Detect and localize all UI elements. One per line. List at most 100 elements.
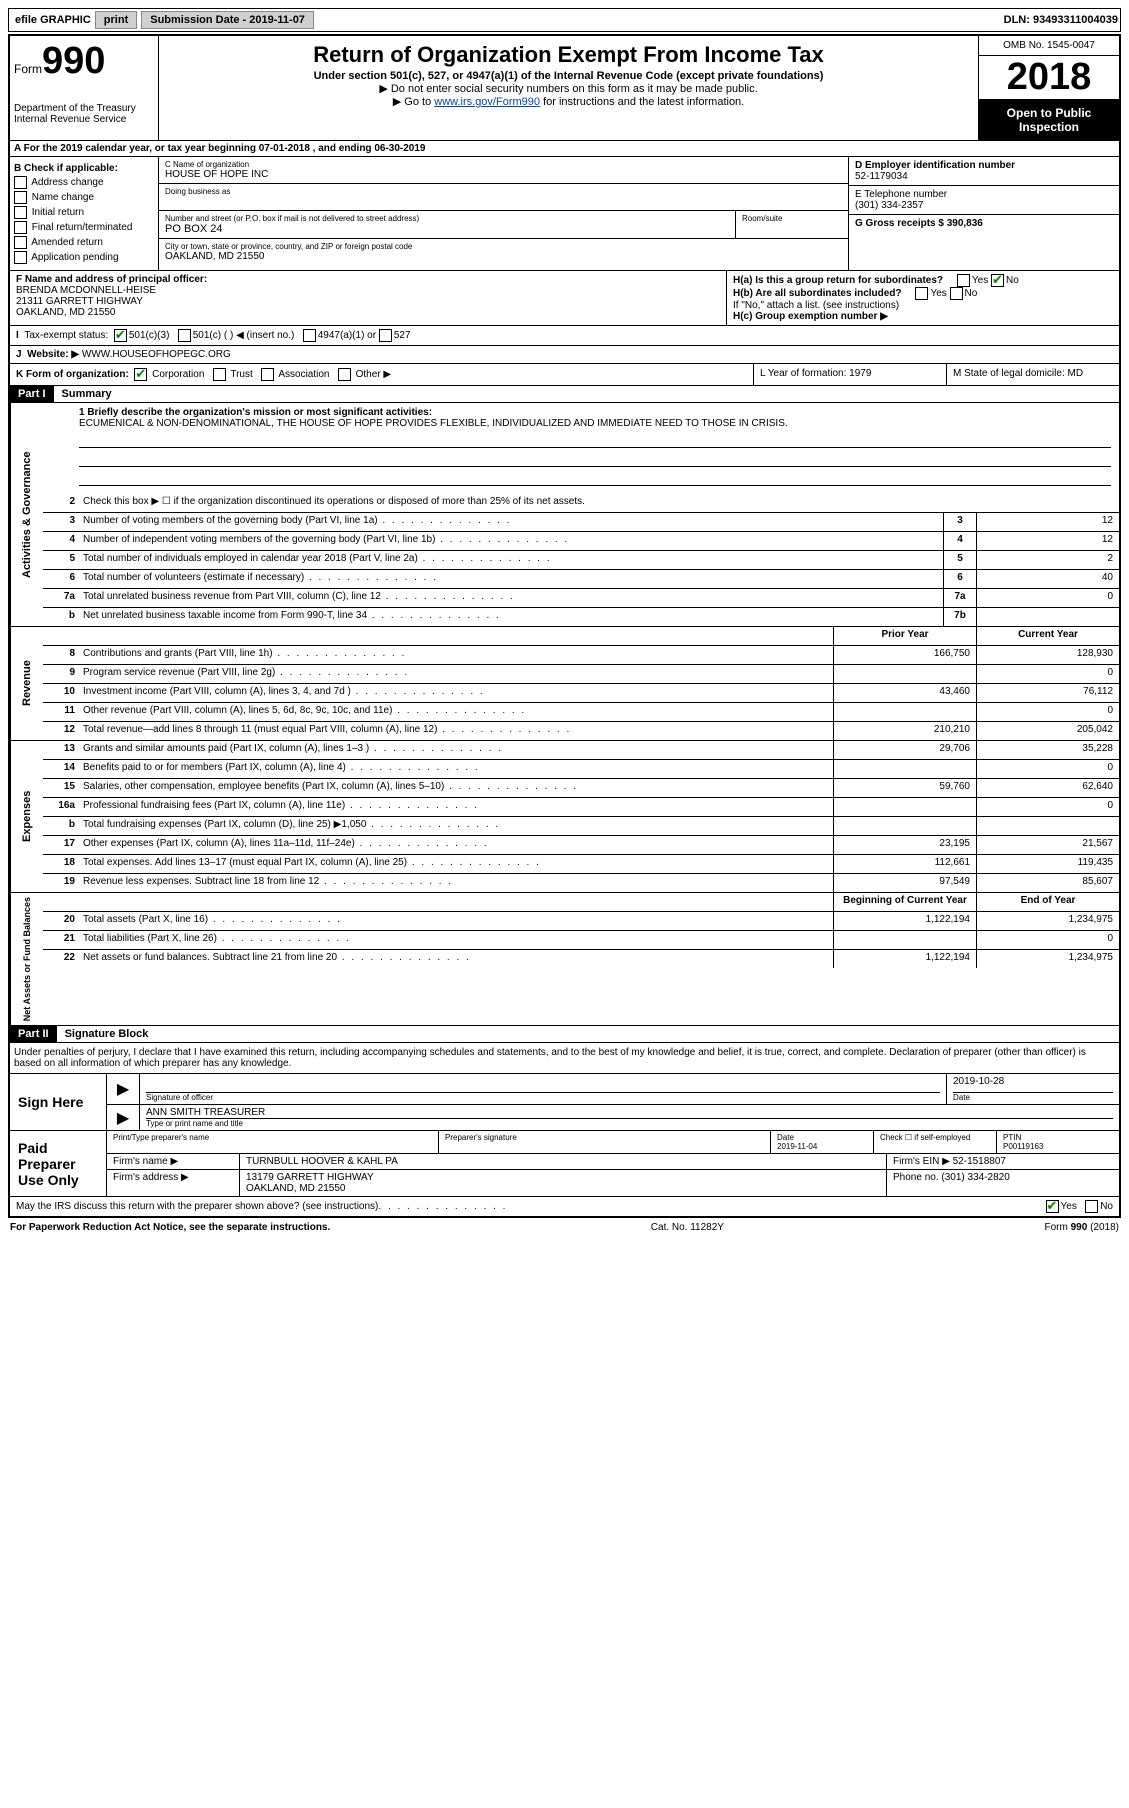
paid-preparer-label: Paid Preparer Use Only	[10, 1131, 107, 1196]
checkbox-hb-yes[interactable]	[915, 287, 928, 300]
checkbox-4947[interactable]	[303, 329, 316, 342]
part1-title: Summary	[54, 386, 120, 402]
discuss-row: May the IRS discuss this return with the…	[10, 1197, 1119, 1216]
checkbox-app-pending[interactable]	[14, 251, 27, 264]
checkbox-ha-yes[interactable]	[957, 274, 970, 287]
irs-link[interactable]: www.irs.gov/Form990	[434, 96, 540, 108]
tax-year: 2018	[979, 56, 1119, 100]
ptin-value: P00119163	[1003, 1142, 1043, 1151]
header-left: Form990 Department of the Treasury Inter…	[10, 36, 159, 140]
org-name: HOUSE OF HOPE INC	[165, 169, 842, 180]
firm-name: TURNBULL HOOVER & KAHL PA	[240, 1154, 887, 1169]
part2-header-row: Part II Signature Block	[10, 1026, 1119, 1043]
col-b-checkboxes: B Check if applicable: Address change Na…	[10, 157, 159, 270]
row-i-tax-status: I Tax-exempt status: 501(c)(3) 501(c) ( …	[10, 326, 1119, 346]
checkbox-discuss-yes[interactable]	[1046, 1200, 1059, 1213]
line-12: 12Total revenue—add lines 8 through 11 (…	[43, 722, 1119, 740]
mission-text: ECUMENICAL & NON-DENOMINATIONAL, THE HOU…	[79, 418, 788, 429]
page-footer: For Paperwork Reduction Act Notice, see …	[8, 1218, 1121, 1237]
group-return: H(a) Is this a group return for subordin…	[727, 271, 1119, 325]
officer-name: ANN SMITH TREASURER	[146, 1107, 1113, 1119]
checkbox-final-return[interactable]	[14, 221, 27, 234]
row-k: K Form of organization: Corporation Trus…	[10, 364, 754, 385]
prep-date: Date 2019-11-04	[771, 1131, 874, 1153]
header-right: OMB No. 1545-0047 2018 Open to Public In…	[978, 36, 1119, 140]
line-14: 14Benefits paid to or for members (Part …	[43, 760, 1119, 779]
row-fh: F Name and address of principal officer:…	[10, 271, 1119, 326]
line-20: 20Total assets (Part X, line 16)1,122,19…	[43, 912, 1119, 931]
side-label-net: Net Assets or Fund Balances	[10, 893, 43, 1025]
cat-no: Cat. No. 11282Y	[651, 1222, 724, 1233]
line-6: 6Total number of volunteers (estimate if…	[43, 570, 1119, 589]
line-15: 15Salaries, other compensation, employee…	[43, 779, 1119, 798]
arrow-icon: ▶	[107, 1105, 140, 1130]
submission-date-label: Submission Date - 2019-11-07	[141, 11, 314, 29]
revenue-header: Prior Year Current Year	[43, 627, 1119, 646]
form-ref: Form 990 (2018)	[1045, 1222, 1119, 1233]
line-5: 5Total number of individuals employed in…	[43, 551, 1119, 570]
checkbox-501c[interactable]	[178, 329, 191, 342]
paid-preparer-row: Paid Preparer Use Only Print/Type prepar…	[10, 1131, 1119, 1197]
gross-receipts: G Gross receipts $ 390,836	[855, 218, 983, 229]
form-990: Form990 Department of the Treasury Inter…	[8, 34, 1121, 1218]
checkbox-initial-return[interactable]	[14, 206, 27, 219]
org-city: OAKLAND, MD 21550	[165, 251, 842, 262]
website-value: WWW.HOUSEOFHOPEGC.ORG	[82, 349, 231, 360]
print-button[interactable]: print	[95, 11, 137, 29]
line-21: 21Total liabilities (Part X, line 26)0	[43, 931, 1119, 950]
form-title: Return of Organization Exempt From Incom…	[163, 42, 974, 68]
line-7a: 7aTotal unrelated business revenue from …	[43, 589, 1119, 608]
prep-sig-label: Preparer's signature	[439, 1131, 771, 1153]
checkbox-corp[interactable]	[134, 368, 147, 381]
addr-label: Number and street (or P.O. box if mail i…	[165, 214, 729, 223]
org-name-label: C Name of organization	[165, 160, 842, 169]
line-18: 18Total expenses. Add lines 13–17 (must …	[43, 855, 1119, 874]
checkbox-trust[interactable]	[213, 368, 226, 381]
room-label: Room/suite	[742, 214, 842, 223]
row-m: M State of legal domicile: MD	[947, 364, 1119, 385]
side-label-revenue: Revenue	[10, 627, 43, 740]
checkbox-name-change[interactable]	[14, 191, 27, 204]
col-d-ein: D Employer identification number 52-1179…	[848, 157, 1119, 270]
top-toolbar: efile GRAPHIC print Submission Date - 20…	[8, 8, 1121, 32]
type-name-label: Type or print name and title	[146, 1119, 1113, 1128]
line-11: 11Other revenue (Part VIII, column (A), …	[43, 703, 1119, 722]
part1-badge: Part I	[10, 386, 54, 402]
checkbox-address-change[interactable]	[14, 176, 27, 189]
sig-officer-label: Signature of officer	[146, 1093, 940, 1102]
row-klm: K Form of organization: Corporation Trus…	[10, 364, 1119, 386]
firm-name-label: Firm's name ▶	[107, 1154, 240, 1169]
checkbox-501c3[interactable]	[114, 329, 127, 342]
sig-date: 2019-10-28	[953, 1076, 1113, 1093]
line-22: 22Net assets or fund balances. Subtract …	[43, 950, 1119, 968]
col-b-header: B Check if applicable:	[14, 163, 118, 174]
dln-label: DLN: 93493311004039	[1004, 14, 1118, 26]
ein-label: D Employer identification number	[855, 160, 1015, 171]
arrow-icon: ▶	[107, 1074, 140, 1104]
signature-block: Under penalties of perjury, I declare th…	[10, 1043, 1119, 1216]
phone-label: E Telephone number	[855, 189, 947, 200]
checkbox-discuss-no[interactable]	[1085, 1200, 1098, 1213]
row-j-website: J Website: ▶ WWW.HOUSEOFHOPEGC.ORG	[10, 346, 1119, 364]
form-number: 990	[42, 40, 105, 82]
line-4: 4Number of independent voting members of…	[43, 532, 1119, 551]
sign-here-label: Sign Here	[10, 1074, 107, 1130]
net-header: Beginning of Current Year End of Year	[43, 893, 1119, 912]
line-b: bTotal fundraising expenses (Part IX, co…	[43, 817, 1119, 836]
activities-governance: Activities & Governance 1 Briefly descri…	[10, 403, 1119, 627]
checkbox-ha-no[interactable]	[991, 274, 1004, 287]
line-16a: 16aProfessional fundraising fees (Part I…	[43, 798, 1119, 817]
checkbox-amended[interactable]	[14, 236, 27, 249]
checkbox-other[interactable]	[338, 368, 351, 381]
form-subtitle: Under section 501(c), 527, or 4947(a)(1)…	[163, 70, 974, 82]
checkbox-assoc[interactable]	[261, 368, 274, 381]
line-17: 17Other expenses (Part IX, column (A), l…	[43, 836, 1119, 855]
line-3: 3Number of voting members of the governi…	[43, 513, 1119, 532]
checkbox-527[interactable]	[379, 329, 392, 342]
revenue-section: Revenue Prior Year Current Year 8Contrib…	[10, 627, 1119, 741]
department-label: Department of the Treasury Internal Reve…	[14, 103, 154, 125]
line-1-mission: 1 Briefly describe the organization's mi…	[43, 403, 1119, 494]
firm-phone: (301) 334-2820	[941, 1172, 1009, 1183]
checkbox-hb-no[interactable]	[950, 287, 963, 300]
prep-name-label: Print/Type preparer's name	[107, 1131, 439, 1153]
